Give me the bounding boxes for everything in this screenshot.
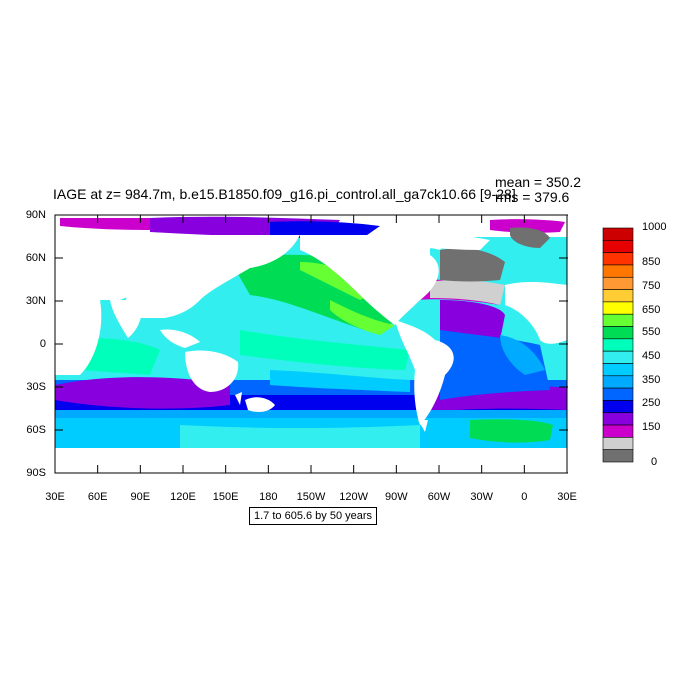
colorbar-swatch xyxy=(602,449,634,463)
colorbar-swatch xyxy=(602,289,634,303)
rms-stat: rms = 379.6 xyxy=(495,189,570,205)
colorbar-label: 450 xyxy=(642,350,661,362)
plot-title: IAGE at z= 984.7m, b.e15.B1850.f09_g16.p… xyxy=(53,186,516,202)
colorbar-swatch xyxy=(602,338,634,352)
colorbar-swatch xyxy=(602,227,634,241)
lon-label: 30E xyxy=(45,491,65,503)
mean-stat: mean = 350.2 xyxy=(495,174,582,190)
colorbar-label: 650 xyxy=(642,304,661,316)
colorbar-label: 750 xyxy=(642,280,661,292)
colorbar-swatch xyxy=(602,387,634,401)
lat-label: 90N xyxy=(25,209,46,221)
colorbar-label: 150 xyxy=(642,421,661,433)
colorbar-swatch xyxy=(602,424,634,438)
colorbar-swatch xyxy=(602,437,634,450)
colorbar-swatch xyxy=(602,240,634,253)
lon-label: 150E xyxy=(212,491,239,503)
contour-interval-note: 1.7 to 605.6 by 50 years xyxy=(249,507,378,526)
lat-label: 30N xyxy=(25,295,46,307)
lon-label: 120E xyxy=(170,491,196,503)
lat-label: 60S xyxy=(26,424,46,436)
lon-label: 180 xyxy=(259,491,278,503)
colorbar-label: 250 xyxy=(642,397,661,409)
colorbar-swatch xyxy=(602,276,634,290)
lon-label: 0 xyxy=(521,491,528,503)
lon-label: 30E xyxy=(557,491,577,503)
lat-label: 0 xyxy=(39,338,46,350)
colorbar-swatch xyxy=(602,350,634,364)
lon-label: 60E xyxy=(87,491,108,503)
lat-label: 30S xyxy=(26,381,46,393)
colorbar-swatch xyxy=(602,326,634,340)
lon-label: 150W xyxy=(296,491,326,503)
colorbar-swatch xyxy=(602,313,634,327)
lon-label: 30W xyxy=(470,491,493,503)
colorbar-swatch xyxy=(602,375,634,389)
lon-label: 60W xyxy=(427,491,451,503)
colorbar-label: 850 xyxy=(642,256,661,268)
lon-label: 90E xyxy=(130,491,151,503)
axis-ticks xyxy=(54,214,568,474)
colorbar-swatch xyxy=(602,264,634,278)
lon-label: 90W xyxy=(385,491,408,503)
colorbar-label: 350 xyxy=(642,374,661,386)
colorbar-label: 1000 xyxy=(642,221,667,233)
colorbar-swatch xyxy=(602,400,634,414)
lon-label: 120W xyxy=(339,491,369,503)
colorbar-swatch xyxy=(602,252,634,266)
colorbar-swatch xyxy=(602,412,634,426)
colorbar-label: 550 xyxy=(642,326,661,338)
lat-label: 60N xyxy=(25,252,46,264)
colorbar xyxy=(602,227,634,463)
colorbar-swatch xyxy=(602,363,634,377)
map-field xyxy=(55,215,567,473)
lat-label: 90S xyxy=(26,467,46,479)
colorbar-swatch xyxy=(602,301,634,315)
colorbar-label: 0 xyxy=(651,456,658,468)
